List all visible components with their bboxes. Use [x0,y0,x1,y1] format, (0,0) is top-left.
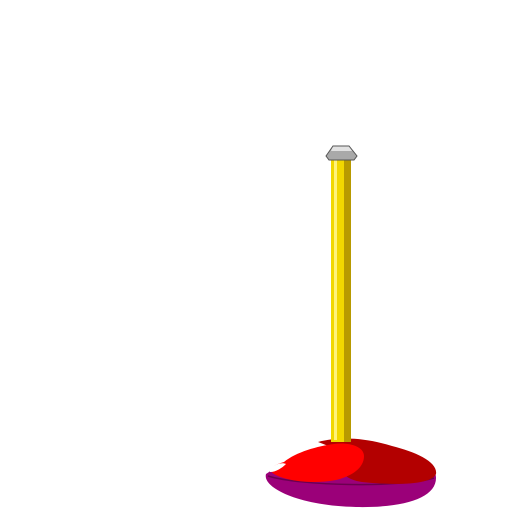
base-top-red [270,443,364,482]
base-highlight [270,463,286,472]
pole [331,158,344,442]
pole-shadow [342,158,351,442]
pole-cap-outline [325,145,358,161]
pole-highlight [334,160,337,440]
pole-cap-top [331,146,352,151]
